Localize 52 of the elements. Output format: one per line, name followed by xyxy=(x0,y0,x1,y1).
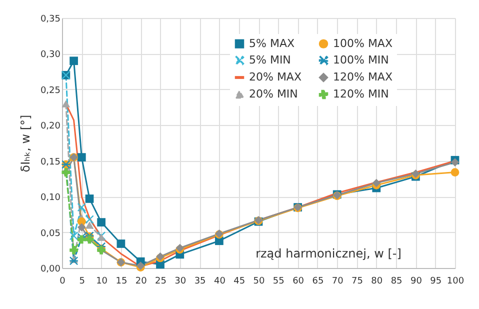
x-tick-label: 90 xyxy=(410,276,422,286)
x-tick-label: 95 xyxy=(430,276,442,286)
y-tick-label: 0,00 xyxy=(40,264,61,274)
x-tick-label: 5 xyxy=(79,276,86,286)
x-tick-label: 20 xyxy=(135,276,148,286)
legend-label: 20% MAX xyxy=(249,70,302,84)
point xyxy=(77,223,86,232)
legend-label: 5% MIN xyxy=(249,54,291,66)
y-tick-label: 0,25 xyxy=(40,86,60,96)
x-tick-label: 30 xyxy=(174,276,186,286)
x-tick-label: 70 xyxy=(332,276,344,286)
point xyxy=(97,218,106,226)
x-tick-label: 0 xyxy=(60,276,66,286)
point xyxy=(70,246,78,254)
x-tick-label: 25 xyxy=(155,276,166,286)
x-tick-label: 80 xyxy=(371,276,383,286)
x-tick-label: 45 xyxy=(234,276,246,286)
y-tick-label: 0,15 xyxy=(40,157,60,168)
point xyxy=(77,235,86,244)
y-tick-label: 0,35 xyxy=(40,14,60,24)
point xyxy=(450,158,460,166)
legend-label: 100% MIN xyxy=(333,54,389,66)
y-tick-label: 0,20 xyxy=(40,122,61,132)
x-axis-title: rząd harmonicznej, w [-] xyxy=(256,246,402,260)
point xyxy=(77,153,86,162)
point xyxy=(62,100,70,108)
x-tick-label: 40 xyxy=(214,276,226,286)
legend-label: 20% MIN xyxy=(249,88,298,100)
point xyxy=(85,215,94,224)
x-tick-label: 85 xyxy=(390,276,402,286)
y-tick-label: 0,05 xyxy=(40,228,60,239)
x-tick-label: 10 xyxy=(96,276,108,286)
point xyxy=(450,168,460,176)
x-tick-label: 50 xyxy=(253,276,265,286)
x-tick-label: 35 xyxy=(194,276,206,286)
y-tick-label: 0,30 xyxy=(40,50,61,60)
x-tick-label: 100 xyxy=(446,276,464,286)
point xyxy=(85,194,94,203)
legend-label: 120% MIN xyxy=(333,88,389,100)
y-tick-label: 0,10 xyxy=(40,193,61,204)
legend-label: 120% MAX xyxy=(333,70,393,84)
x-tick-label: 60 xyxy=(292,276,304,286)
x-tick-label: 75 xyxy=(352,276,363,286)
x-tick-label: 65 xyxy=(312,276,324,286)
point xyxy=(85,222,94,229)
legend-label: 5% MAX xyxy=(249,36,295,50)
x-tick-label: 15 xyxy=(116,276,128,286)
legend-label: 100% MAX xyxy=(333,36,393,50)
point xyxy=(70,56,78,66)
x-tick-label: 55 xyxy=(272,276,284,286)
point xyxy=(116,240,126,248)
y-axis-title: δIₕₖ, w [°] xyxy=(18,114,32,172)
